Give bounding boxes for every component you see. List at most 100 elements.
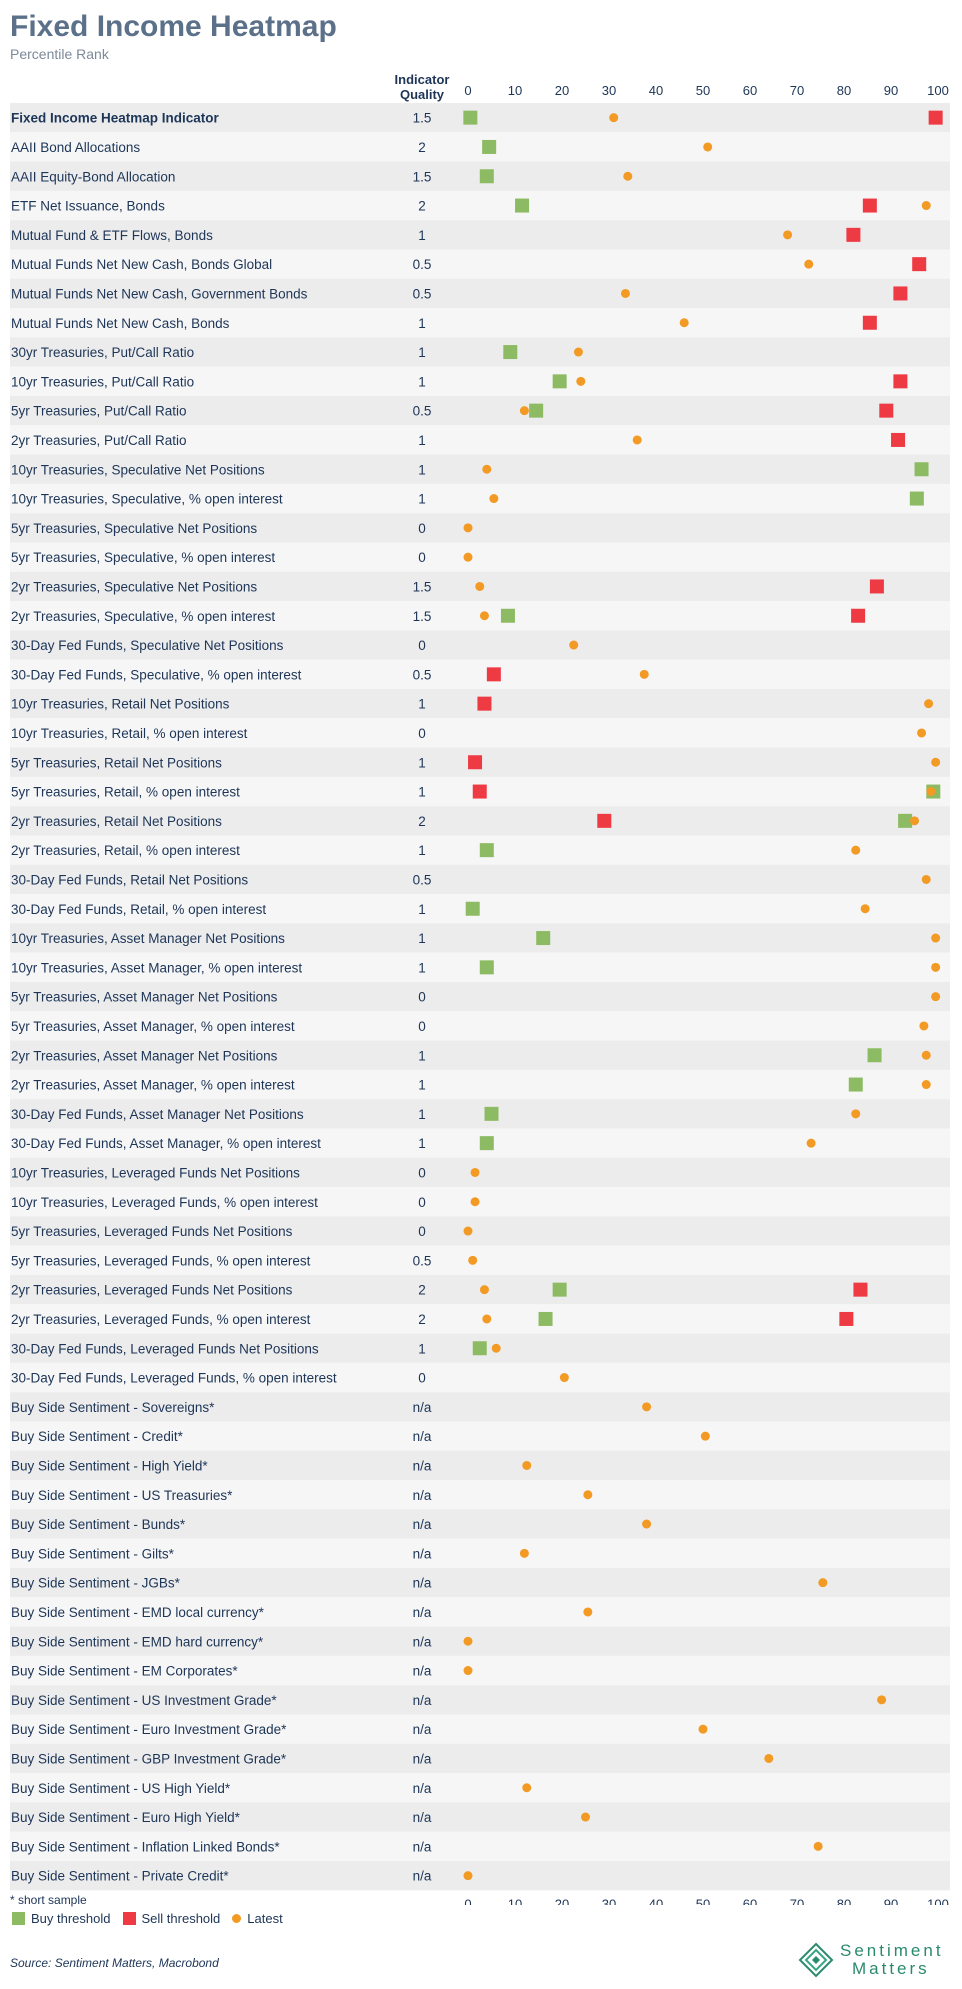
x-tick-label-top: 100 [927,83,949,98]
table-row [10,1802,950,1832]
sell-threshold-marker [477,696,492,711]
row-quality: 2 [418,814,426,829]
latest-marker [700,1431,710,1441]
buy-threshold-marker [482,139,497,154]
buy-threshold-marker [552,374,567,389]
row-label: 5yr Treasuries, Asset Manager, % open in… [11,1019,295,1034]
legend-item-sell: Sell threshold [122,1911,220,1926]
row-label: 30-Day Fed Funds, Speculative Net Positi… [11,638,284,653]
row-quality: 1.5 [413,579,432,594]
latest-marker [931,757,941,767]
table-row [10,1743,950,1774]
row-quality: 0 [418,1165,426,1180]
buy-threshold-marker [898,813,913,828]
latest-marker [804,259,814,269]
latest-marker [475,581,485,591]
latest-marker [921,1050,931,1060]
row-label: 5yr Treasuries, Speculative Net Position… [11,521,257,536]
buy-threshold-marker [479,960,494,975]
row-quality: n/a [413,1751,432,1766]
latest-marker [581,1812,590,1822]
buy-threshold-marker [484,1106,499,1121]
table-row [10,1216,950,1246]
table-row [10,132,950,162]
buy-threshold-marker [479,843,494,858]
row-label: Buy Side Sentiment - Inflation Linked Bo… [11,1839,280,1854]
row-quality: 1 [418,228,426,243]
row-quality: 1 [418,1341,426,1356]
table-row [10,718,950,748]
x-tick-label-bottom: 40 [649,1896,663,1905]
row-quality: n/a [413,1488,432,1503]
row-quality: 1 [418,1048,426,1063]
row-label: 10yr Treasuries, Put/Call Ratio [11,374,194,389]
row-quality: 1 [418,492,426,507]
row-quality: 0 [418,638,426,653]
row-label: 5yr Treasuries, Speculative, % open inte… [11,550,275,565]
row-label: Buy Side Sentiment - Euro Investment Gra… [11,1722,287,1737]
row-label: Buy Side Sentiment - US Treasuries* [11,1488,233,1503]
x-tick-label-top: 30 [602,83,616,98]
row-label: 2yr Treasuries, Speculative Net Position… [11,579,257,594]
table-row [10,1450,950,1481]
latest-marker [924,699,934,709]
latest-marker [583,1490,593,1500]
latest-marker [583,1607,593,1617]
x-tick-label-top: 10 [508,83,522,98]
sell-threshold-marker [853,1282,868,1297]
latest-marker [642,1519,652,1529]
logo-line2: Matters [852,1959,930,1978]
row-quality: 1 [418,931,426,946]
buy-threshold-marker [552,1282,567,1297]
row-quality: 1 [418,345,426,360]
row-quality: 1 [418,697,426,712]
table-row [10,1157,950,1188]
row-label: 5yr Treasuries, Leveraged Funds, % open … [11,1253,311,1268]
row-quality: 1 [418,755,426,770]
row-label: 30-Day Fed Funds, Retail, % open interes… [11,902,266,917]
row-label: 2yr Treasuries, Put/Call Ratio [11,433,187,448]
latest-marker [698,1724,708,1734]
row-label: Buy Side Sentiment - Credit* [11,1429,184,1444]
logo-line1: Sentiment [840,1941,944,1960]
latest-marker [806,1138,816,1148]
sell-threshold-marker [869,579,884,594]
row-quality: n/a [413,1693,432,1708]
legend-latest-swatch [232,1914,242,1923]
buy-threshold-marker [848,1077,863,1092]
brand-logo: Sentiment Matters [798,1942,944,1978]
chart-title: Fixed Income Heatmap [10,10,337,43]
table-row [10,1480,950,1510]
latest-marker [489,494,499,504]
latest-marker [921,1080,931,1090]
legend-item-latest: Latest [232,1911,283,1926]
latest-marker [632,435,642,445]
sell-threshold-marker [893,374,908,389]
x-tick-label-top: 80 [837,83,851,98]
row-label: 2yr Treasuries, Retail Net Positions [11,814,222,829]
chart-subtitle: Percentile Rank [10,46,109,62]
x-tick-label-top: 50 [696,83,710,98]
row-label: 2yr Treasuries, Asset Manager Net Positi… [11,1048,278,1063]
latest-marker [463,523,473,533]
row-label: Buy Side Sentiment - Euro High Yield* [11,1810,241,1825]
row-quality: 1 [418,462,426,477]
quality-column-header: Indicator Quality [382,72,462,102]
latest-marker [910,816,919,826]
latest-marker [851,845,861,855]
sell-threshold-marker [486,667,501,682]
row-quality: 1 [418,1136,426,1151]
row-quality: 0 [418,1371,426,1386]
row-label: Buy Side Sentiment - Bunds* [11,1517,186,1532]
row-quality: n/a [413,1810,432,1825]
latest-marker [931,933,941,943]
table-row [10,806,950,836]
row-quality: 1 [418,316,426,331]
latest-marker [479,1285,489,1295]
latest-marker [463,1636,473,1646]
buy-threshold-marker [529,403,544,418]
row-label: Buy Side Sentiment - Private Credit* [11,1869,229,1884]
latest-marker [491,1343,501,1353]
latest-marker [623,171,633,181]
row-label: Buy Side Sentiment - EM Corporates* [11,1664,238,1679]
